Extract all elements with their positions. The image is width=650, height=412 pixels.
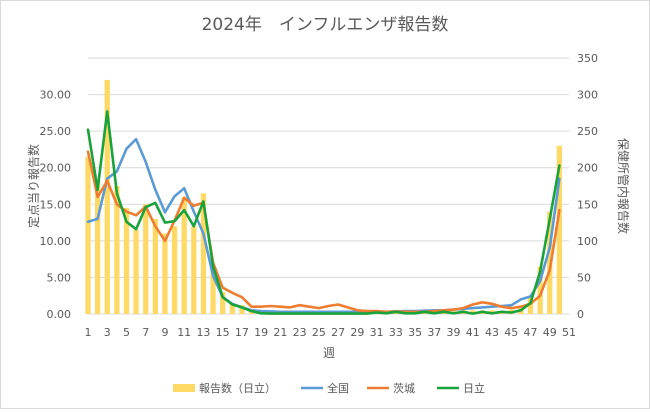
x-tick-label: 33 xyxy=(389,326,403,339)
x-tick-label: 47 xyxy=(524,326,538,339)
x-tick-label: 43 xyxy=(485,326,499,339)
x-tick-label: 27 xyxy=(331,326,345,339)
x-tick-label: 3 xyxy=(104,326,111,339)
y2-tick-label: 0 xyxy=(577,308,584,321)
bar-hitachi-reports xyxy=(181,196,187,314)
y2-tick-label: 200 xyxy=(577,162,598,175)
series-line-hitachi xyxy=(86,110,561,315)
bar-hitachi-reports xyxy=(191,226,197,314)
y2-tick-label: 300 xyxy=(577,89,598,102)
series-line-national xyxy=(86,137,561,314)
chart-title: 2024年 インフルエンザ報告数 xyxy=(202,15,449,35)
x-tick-label: 15 xyxy=(216,326,230,339)
bar-hitachi-reports xyxy=(171,226,178,314)
bar-hitachi-reports xyxy=(152,218,158,314)
x-tick-label: 29 xyxy=(350,326,364,339)
x-tick-label: 1 xyxy=(85,326,92,339)
x-tick-label: 41 xyxy=(466,326,480,339)
x-tick-label: 49 xyxy=(543,326,557,339)
x-tick-label: 11 xyxy=(177,326,191,339)
x-tick-label: 23 xyxy=(293,326,307,339)
legend-label: 全国 xyxy=(327,381,349,395)
bar-hitachi-reports xyxy=(229,303,235,314)
bar-hitachi-reports xyxy=(104,79,110,314)
x-tick-label: 9 xyxy=(161,326,168,339)
bar-hitachi-reports xyxy=(210,266,216,314)
y2-tick-label: 350 xyxy=(577,52,598,65)
x-tick-label: 39 xyxy=(447,326,461,339)
axis-layer: 0 50 100 150 200 250 300 350 0.00 5.00 10.00 15.00 2… xyxy=(40,52,599,339)
legend-label: 日立 xyxy=(463,381,485,395)
grid-layer xyxy=(88,57,569,315)
y-tick-label: 30.00 xyxy=(40,89,72,102)
legend-swatch-bar xyxy=(173,384,195,392)
y-tick-label: 20.00 xyxy=(40,162,72,175)
y-tick-label: 25.00 xyxy=(40,125,72,138)
legend: 報告数（日立） 全国 茨城 日立 xyxy=(173,381,485,395)
x-tick-label: 31 xyxy=(370,326,384,339)
series-line-ibaraki xyxy=(86,150,561,314)
bar-hitachi-reports xyxy=(556,145,563,314)
bar-hitachi-reports xyxy=(200,193,207,314)
x-tick-label: 25 xyxy=(312,326,326,339)
x-tick-label: 35 xyxy=(408,326,422,339)
y2-axis-title: 保健所管内報告数 xyxy=(616,138,631,234)
bar-hitachi-reports xyxy=(470,310,476,314)
x-tick-label: 7 xyxy=(142,326,149,339)
bar-hitachi-reports xyxy=(537,266,543,314)
bar-hitachi-reports xyxy=(143,204,149,314)
bar-hitachi-reports xyxy=(422,312,428,314)
y2-tick-label: 150 xyxy=(577,198,598,211)
legend-label: 報告数（日立） xyxy=(199,381,276,395)
y-tick-label: 0.00 xyxy=(47,308,72,321)
bar-hitachi-reports xyxy=(239,305,245,314)
x-tick-label: 13 xyxy=(196,326,210,339)
x-tick-label: 5 xyxy=(123,326,130,339)
bar-hitachi-reports xyxy=(123,207,130,314)
y-tick-label: 15.00 xyxy=(40,198,72,211)
bar-hitachi-reports xyxy=(133,229,139,314)
bar-hitachi-reports xyxy=(94,182,101,314)
x-tick-label: 45 xyxy=(504,326,518,339)
legend-label: 茨城 xyxy=(393,381,415,395)
x-tick-label: 37 xyxy=(427,326,441,339)
x-axis-title: 週 xyxy=(323,346,335,360)
x-tick-label: 51 xyxy=(562,326,576,339)
y-tick-label: 5.00 xyxy=(47,271,72,284)
bar-hitachi-reports xyxy=(220,292,226,314)
bar-hitachi-reports xyxy=(85,156,91,314)
bar-hitachi-reports xyxy=(162,233,168,314)
y2-tick-label: 250 xyxy=(577,125,598,138)
bar-hitachi-reports xyxy=(114,186,120,314)
line-layer xyxy=(86,110,561,315)
x-tick-label: 19 xyxy=(254,326,268,339)
y-axis-title: 定点当り報告数 xyxy=(26,144,41,228)
x-tick-label: 17 xyxy=(235,326,249,339)
y-tick-label: 10.00 xyxy=(40,235,72,248)
bar-layer xyxy=(85,79,563,314)
x-tick-label: 21 xyxy=(273,326,287,339)
y2-tick-label: 50 xyxy=(577,271,591,284)
y2-tick-label: 100 xyxy=(577,235,598,248)
